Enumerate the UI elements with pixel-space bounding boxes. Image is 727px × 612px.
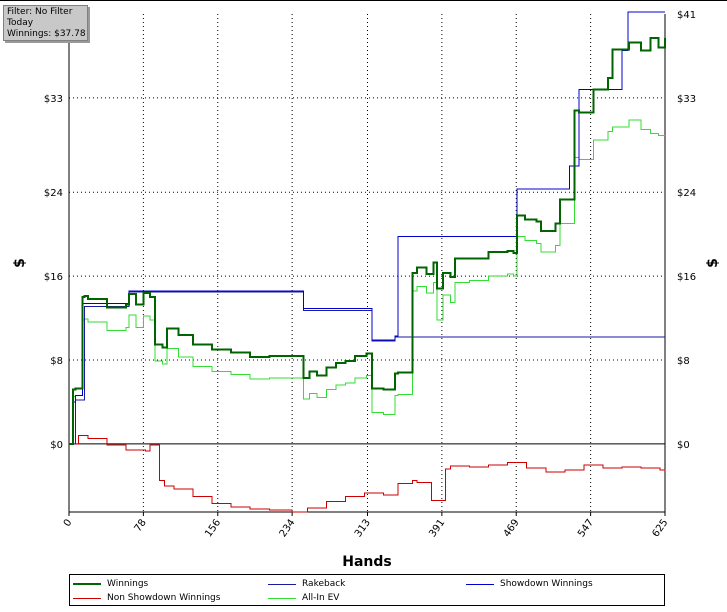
series-line-winnings (69, 37, 666, 445)
legend-swatch-non-showdown-winnings (73, 597, 101, 599)
legend-item-winnings: Winnings (73, 578, 148, 590)
series-line-all-in-ev (69, 119, 665, 445)
x-tick-label: 313 (353, 517, 373, 539)
legend-swatch-all-in-ev (268, 597, 296, 599)
legend-label-winnings: Winnings (107, 579, 149, 589)
y-tick-label-left: $24 (44, 188, 63, 199)
axes (68, 14, 666, 516)
x-tick-label: 156 (203, 517, 223, 539)
filter-label: Filter: No Filter (7, 7, 73, 17)
x-axis-title: Hands (342, 554, 392, 570)
y-axis-title-right: $ (705, 258, 721, 268)
y-tick-label-right: $33 (677, 94, 696, 105)
x-tick-label: 547 (576, 517, 596, 539)
y-tick-label-right: $8 (677, 356, 690, 367)
x-tick-label: 391 (427, 517, 447, 539)
y-axis-title-left: $ (12, 258, 28, 268)
legend-swatch-showdown-winnings (466, 583, 494, 585)
y-tick-label-right: $0 (677, 440, 690, 451)
filter-info-box: Filter: No Filter Today Winnings: $37.78 (3, 5, 88, 41)
legend-label-all-in-ev: All-In EV (302, 593, 340, 603)
legend-label-showdown-winnings: Showdown Winnings (500, 579, 593, 589)
x-tick-label: 0 (62, 517, 75, 529)
grid-lines (69, 14, 665, 512)
legend-label-rakeback: Rakeback (302, 579, 346, 589)
x-tick-label: 469 (502, 517, 522, 539)
legend-item-showdown-winnings: Showdown Winnings (466, 578, 593, 590)
legend: Winnings Rakeback Showdown Winnings Non … (69, 574, 665, 606)
data-series (69, 11, 666, 513)
legend-swatch-winnings (73, 583, 101, 585)
legend-item-rakeback: Rakeback (268, 578, 345, 590)
y-tick-label-left: $8 (50, 356, 63, 367)
y-tick-label-right: $41 (677, 10, 696, 21)
legend-item-non-showdown-winnings: Non Showdown Winnings (73, 592, 220, 604)
y-tick-label-right: $16 (677, 272, 696, 283)
x-tick-label: 78 (133, 517, 149, 534)
winnings-label: Winnings: $37.78 (7, 29, 86, 39)
y-tick-label-right: $24 (677, 188, 696, 199)
x-tick-label: 234 (278, 517, 298, 539)
legend-swatch-rakeback (268, 583, 296, 585)
top-border-line (0, 0, 727, 1)
legend-label-non-showdown-winnings: Non Showdown Winnings (107, 593, 221, 603)
period-label: Today (7, 18, 34, 28)
y-tick-label-left: $0 (50, 440, 63, 451)
legend-item-all-in-ev: All-In EV (268, 592, 339, 604)
series-line-rakeback (69, 291, 665, 445)
series-line-non-showdown-winnings (69, 435, 666, 513)
x-tick-label: 625 (650, 517, 670, 539)
y-tick-label-left: $16 (44, 272, 63, 283)
y-tick-label-left: $33 (44, 94, 63, 105)
